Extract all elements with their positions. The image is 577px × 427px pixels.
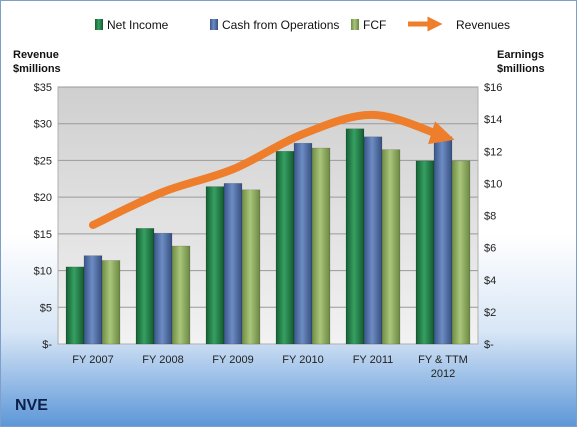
revenue-line	[89, 110, 455, 230]
bar-cash-from-operations	[223, 183, 243, 345]
left-tick-label: $-	[42, 339, 52, 351]
bar-net-income	[205, 186, 225, 345]
x-tick-label: FY 2011	[353, 354, 394, 366]
legend-label-cash-from-operations: Cash from Operations	[222, 18, 339, 32]
left-tick-label: $5	[40, 302, 52, 314]
x-tick-label: FY 2007	[72, 354, 113, 366]
bar-net-income	[65, 266, 85, 345]
left-axis-title-line2: $millions	[13, 63, 61, 75]
right-tick-label: $10	[484, 178, 502, 190]
bar-cash-from-operations	[293, 142, 313, 345]
left-tick-label: $30	[34, 119, 52, 131]
company-name: NVE	[15, 397, 48, 414]
bar-fcf	[381, 149, 401, 345]
legend-swatch-cash-from-operations	[210, 19, 218, 30]
x-axis-labels: FY 2007 FY 2008 FY 2009 FY 2010 FY 2011 FY & …	[72, 354, 468, 380]
right-tick-label: $12	[484, 146, 502, 158]
right-axis-title-line2: $millions	[497, 63, 545, 75]
legend-label-fcf: FCF	[363, 18, 386, 32]
revenue-line-path	[89, 110, 455, 230]
right-tick-label: $14	[484, 114, 502, 126]
left-tick-label: $35	[34, 82, 52, 94]
bar-cash-from-operations	[83, 255, 103, 345]
bar-net-income	[135, 228, 155, 345]
bar-fcf	[171, 245, 191, 345]
left-tick-label: $20	[34, 192, 52, 204]
bar-cash-from-operations	[433, 136, 453, 345]
bar-cash-from-operations	[153, 232, 173, 345]
x-tick-label: FY 2008	[142, 354, 183, 366]
x-tick-label: FY 2009	[212, 354, 253, 366]
legend-label-net-income: Net Income	[107, 18, 169, 32]
bars	[65, 128, 471, 345]
x-tick-label: FY 2010	[282, 354, 323, 366]
bar-net-income	[275, 151, 295, 345]
right-tick-label: $8	[484, 211, 496, 223]
left-axis-ticks: $- $5 $10 $15 $20 $25 $30 $35	[34, 82, 53, 351]
right-axis-title-line1: Earnings	[497, 49, 544, 61]
right-tick-label: $4	[484, 275, 496, 287]
legend: Net Income Cash from Operations FCF Reve…	[95, 16, 510, 32]
left-axis-title-line1: Revenue	[13, 49, 59, 61]
legend-swatch-net-income	[95, 19, 103, 30]
legend-swatch-fcf	[351, 19, 359, 30]
left-tick-label: $15	[34, 229, 52, 241]
right-tick-label: $-	[484, 339, 494, 351]
bar-fcf	[241, 189, 261, 345]
legend-label-revenues: Revenues	[456, 18, 510, 32]
x-tick-label: FY & TTM 2012	[418, 354, 468, 380]
right-tick-label: $2	[484, 307, 496, 319]
bar-fcf	[101, 260, 121, 345]
left-tick-label: $25	[34, 155, 52, 167]
right-tick-label: $16	[484, 82, 502, 94]
right-tick-label: $6	[484, 243, 496, 255]
bar-net-income	[415, 160, 435, 345]
bar-fcf	[451, 160, 471, 345]
right-axis-ticks: $- $2 $4 $6 $8 $10 $12 $14 $16	[484, 82, 502, 351]
plot-area	[57, 86, 479, 345]
bar-net-income	[345, 128, 365, 345]
bar-cash-from-operations	[363, 136, 383, 345]
left-tick-label: $10	[34, 266, 52, 278]
bar-fcf	[311, 147, 331, 345]
